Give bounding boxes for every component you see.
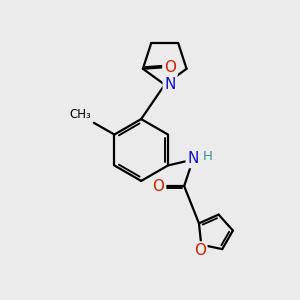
- Text: N: N: [164, 77, 176, 92]
- Text: O: O: [194, 243, 206, 258]
- Text: O: O: [164, 60, 176, 75]
- Text: O: O: [152, 178, 164, 194]
- Text: CH₃: CH₃: [69, 108, 91, 121]
- Text: H: H: [202, 149, 212, 163]
- Text: N: N: [187, 152, 199, 166]
